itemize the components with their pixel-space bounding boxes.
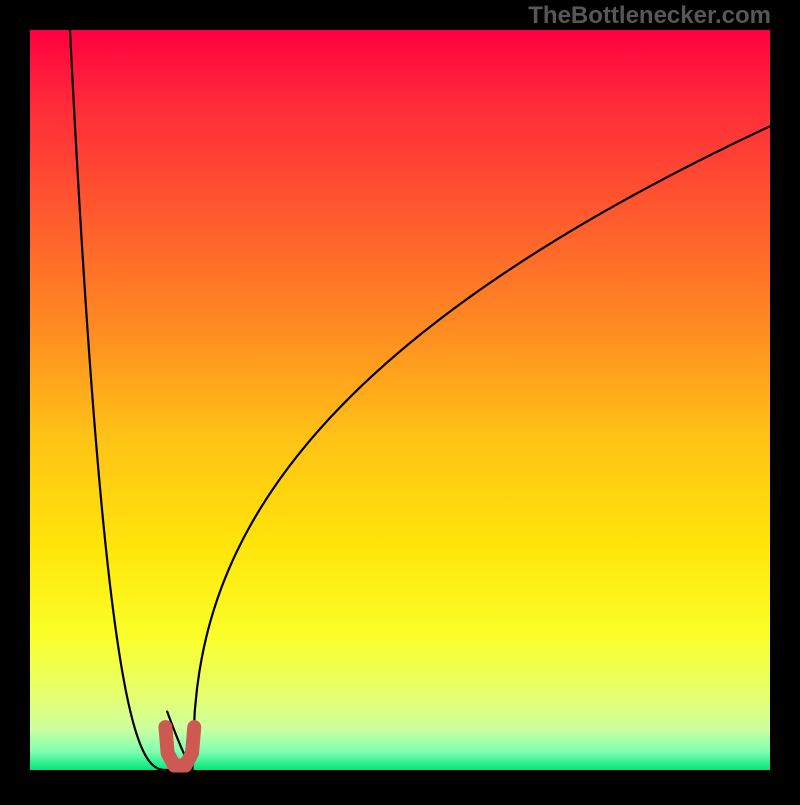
chart-frame: TheBottlenecker.com — [0, 0, 800, 800]
watermark-text: TheBottlenecker.com — [528, 2, 771, 30]
bottleneck-chart — [0, 0, 800, 800]
